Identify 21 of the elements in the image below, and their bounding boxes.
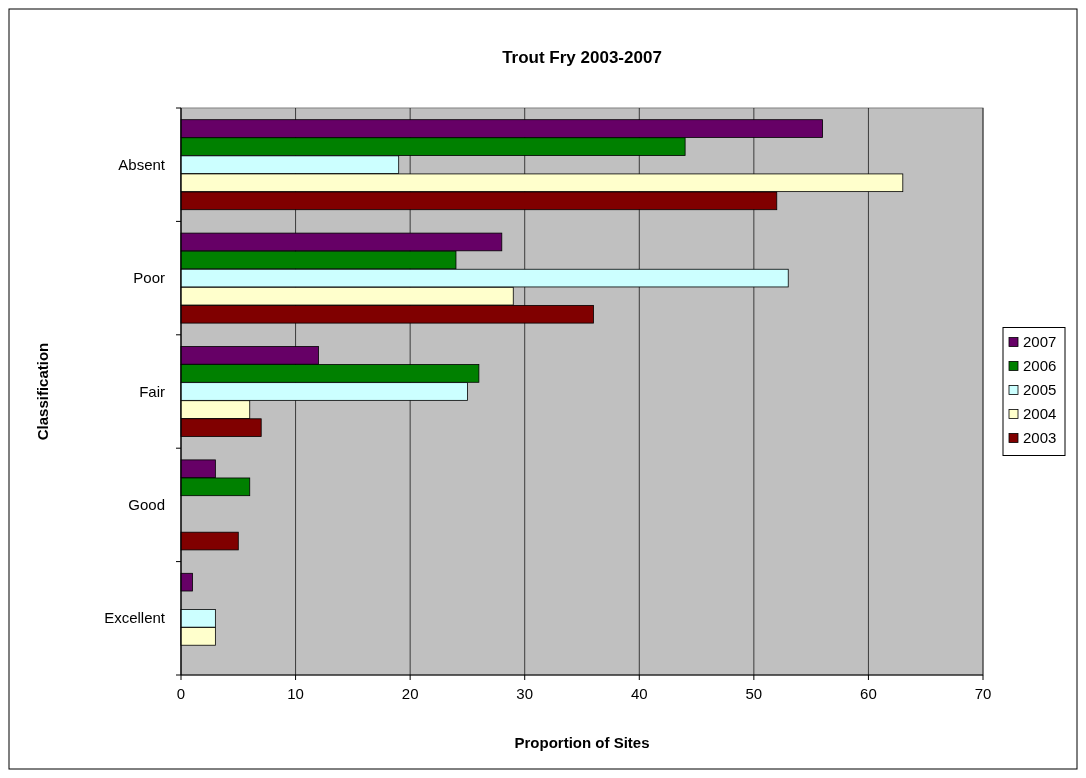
legend-label: 2004 — [1023, 404, 1057, 422]
x-tick-label: 50 — [745, 685, 763, 702]
legend-label: 2007 — [1023, 332, 1057, 350]
y-tick-label: Poor — [133, 269, 165, 287]
x-tick-label: 30 — [516, 685, 534, 702]
legend-label: 2006 — [1023, 356, 1057, 374]
y-tick-label: Absent — [118, 155, 166, 173]
y-axis-title: Classification — [34, 342, 51, 441]
x-tick-label: 70 — [974, 685, 992, 702]
x-tick-label: 0 — [176, 685, 186, 702]
y-tick-label: Excellent — [104, 609, 166, 627]
x-tick-label: 10 — [287, 685, 304, 702]
legend-label: 2003 — [1023, 428, 1057, 446]
x-tick-label: 20 — [401, 685, 419, 702]
legend-label: 2005 — [1023, 380, 1057, 398]
y-tick-label: Fair — [139, 382, 165, 400]
chart-title: Trout Fry 2003-2007 — [502, 48, 662, 67]
x-axis-title: Proportion of Sites — [514, 734, 650, 751]
y-tick-label: Good — [128, 495, 165, 513]
x-tick-label: 60 — [860, 685, 877, 702]
x-tick-label: 40 — [630, 685, 648, 702]
